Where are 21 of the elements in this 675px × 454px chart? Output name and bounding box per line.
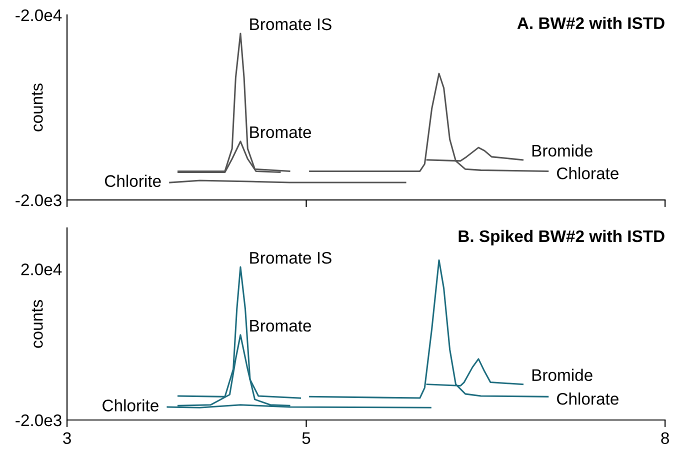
y-axis-title: counts: [32, 84, 43, 132]
annotation: Bromate: [250, 320, 312, 332]
annotation: Bromide: [532, 368, 592, 382]
y-axis-title: counts: [32, 300, 43, 348]
y-tick-label: -2.0e3: [16, 414, 62, 426]
chart-title: A. BW#2 with ISTD: [517, 16, 664, 30]
annotation: Chlorite: [104, 174, 161, 187]
annotation: Bromate: [250, 126, 312, 138]
y-tick-label: -2.0e4: [16, 9, 62, 22]
annotation: Bromide: [532, 144, 592, 157]
annotation: Bromate IS: [250, 18, 332, 30]
y-tick-label: -2.0e3: [16, 194, 62, 206]
x-tick-label: 3: [63, 432, 71, 444]
y-tick-label: 2.0e4: [21, 264, 62, 276]
annotation: Chlorate: [557, 392, 618, 405]
x-tick-label: 8: [661, 432, 669, 444]
x-tick-label: 5: [302, 432, 310, 444]
annotation: Chlorate: [557, 167, 618, 180]
chart-title: B. Spiked BW#2 with ISTD: [458, 230, 664, 246]
annotation: Bromate IS: [250, 252, 332, 264]
annotation: Chlorite: [102, 399, 158, 412]
